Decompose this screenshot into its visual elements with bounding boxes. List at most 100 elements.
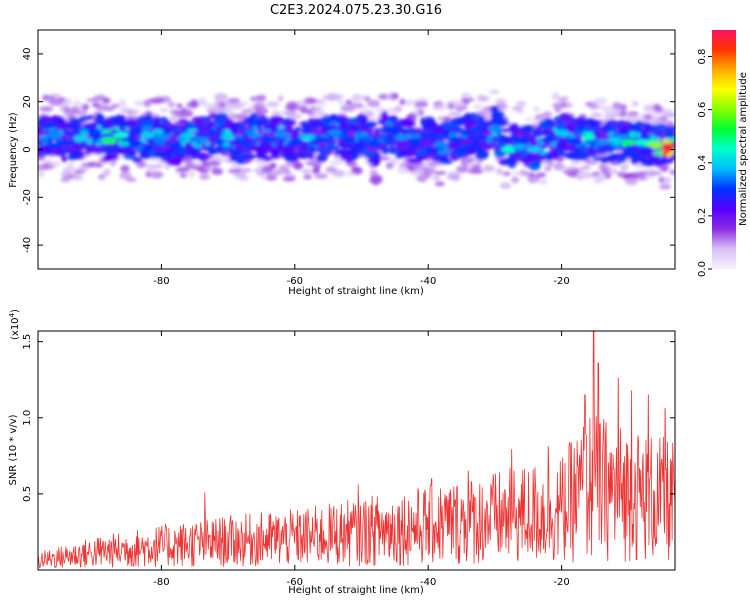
heatmap-cell [632, 132, 640, 139]
heatmap-cell [272, 142, 277, 148]
heatmap-cell [593, 97, 608, 105]
heatmap-cell [307, 142, 315, 148]
heatmap-cell [368, 135, 374, 142]
heatmap-cell [261, 165, 273, 174]
heatmap-peak [47, 132, 62, 139]
heatmap-cell [175, 166, 189, 174]
heatmap-cell [536, 114, 548, 120]
heatmap-cell [139, 150, 153, 160]
heatmap-cell [569, 146, 577, 150]
heatmap-cell [213, 157, 226, 162]
snr-y-ticks: 0.5 1.0 1.5 [22, 334, 675, 502]
heatmap-cell [267, 103, 278, 109]
heatmap-cell [610, 109, 623, 115]
heatmap-peak [447, 136, 462, 143]
heatmap-cell [511, 106, 522, 111]
heatmap-peak [647, 141, 662, 148]
colorbar-segment [712, 105, 736, 109]
colorbar-segment [712, 95, 736, 99]
colorbar-ticks: 0.0 0.2 0.4 0.6 0.8 [697, 49, 712, 277]
heatmap-cell [658, 176, 665, 183]
heatmap-cell [447, 102, 455, 110]
heatmap-cell [109, 115, 123, 122]
heatmap-cell [591, 171, 600, 177]
heatmap-cell [73, 99, 82, 108]
heatmap-cell [55, 138, 63, 144]
heatmap-cell [434, 181, 445, 187]
snr-y-multiplier-exponent: 4 [8, 312, 16, 317]
heatmap-cell [271, 110, 282, 117]
heatmap-cell [65, 125, 78, 131]
heatmap-cell [67, 161, 75, 169]
heatmap-cell [567, 134, 576, 139]
snr-line [38, 331, 675, 569]
heatmap-cell [351, 166, 362, 172]
colorbar-segment [712, 191, 736, 194]
colorbar-segment [712, 73, 736, 77]
colorbar-segment [712, 85, 736, 89]
x-tick-label: -40 [420, 577, 436, 588]
colorbar-segment [712, 255, 736, 258]
colorbar-segment [712, 265, 736, 268]
spectrogram-x-axis-label: Height of straight line (km) [288, 286, 424, 297]
heatmap-cell [215, 146, 223, 152]
heatmap-cell [347, 130, 354, 136]
heatmap-cell [43, 116, 51, 124]
heatmap-cell [238, 101, 250, 107]
heatmap-cell [282, 110, 293, 116]
colorbar-segment [712, 159, 736, 163]
heatmap-cell [245, 115, 255, 123]
heatmap-cell [332, 169, 346, 178]
heatmap-cell [623, 114, 638, 120]
heatmap-cell [137, 144, 144, 151]
heatmap-cell [102, 155, 114, 161]
heatmap-cell [543, 127, 550, 135]
heatmap-cell [234, 144, 245, 150]
heatmap-cell [301, 168, 312, 175]
colorbar-segment [712, 169, 736, 173]
heatmap-cell [222, 141, 231, 148]
heatmap-cell [476, 110, 488, 117]
y-tick-label: 0 [22, 146, 33, 152]
heatmap-cell [659, 183, 672, 190]
colorbar-segment [712, 161, 736, 165]
heatmap-cell [467, 136, 475, 141]
colorbar-segment [712, 109, 736, 113]
heatmap-cell [385, 120, 395, 127]
heatmap-cell [516, 133, 524, 137]
heatmap-cell [464, 156, 477, 163]
heatmap-cell [154, 149, 167, 159]
heatmap-peak [581, 134, 596, 141]
colorbar-segment [712, 195, 736, 198]
heatmap-cell [199, 173, 211, 180]
x-tick-label: -20 [553, 276, 569, 287]
heatmap-cell [422, 121, 431, 126]
heatmap-cell [500, 182, 509, 187]
heatmap-peak [141, 132, 156, 139]
heatmap-cell [236, 113, 248, 121]
heatmap-cell [490, 112, 502, 119]
heatmap-cell [434, 103, 447, 112]
heatmap-cell [196, 152, 207, 160]
heatmap-cell [495, 98, 507, 106]
heatmap-cell [557, 156, 564, 162]
heatmap-cell [580, 165, 591, 170]
heatmap-cell [321, 147, 329, 154]
heatmap-cell [134, 101, 145, 106]
heatmap-peak [434, 141, 449, 148]
heatmap-cell [78, 164, 89, 172]
snr-y-axis-label: SNR (10 * v/v) [8, 414, 19, 485]
heatmap-cell [84, 149, 98, 154]
heatmap-cell [525, 144, 532, 148]
heatmap-cell [585, 143, 591, 147]
heatmap-cell [597, 164, 611, 170]
heatmap-cell [42, 128, 49, 132]
heatmap-cell [50, 128, 59, 132]
heatmap-cell [410, 133, 421, 139]
heatmap-cell [331, 144, 340, 151]
colorbar-segment [712, 133, 736, 137]
heatmap-peak [421, 132, 436, 139]
heatmap-cell [38, 171, 45, 177]
y-tick-label: -40 [22, 237, 33, 253]
heatmap-cell [386, 94, 394, 100]
